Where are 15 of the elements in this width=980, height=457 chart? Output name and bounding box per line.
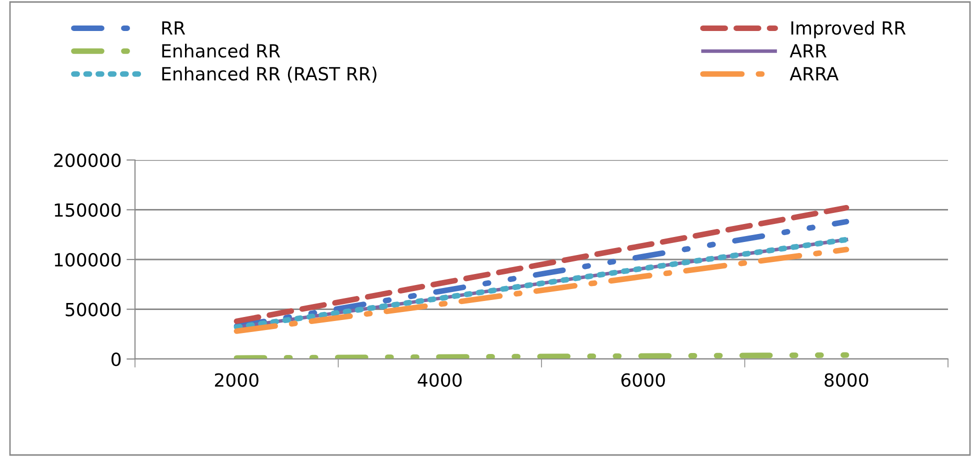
y-tick-label: 0 (112, 352, 121, 366)
legend-label: Enhanced RR (162, 44, 280, 58)
y-tick-label: 150000 (54, 203, 121, 217)
legend-label: ARR (790, 44, 827, 58)
x-tick-label: 4000 (418, 373, 462, 387)
legend-label: RR (162, 21, 186, 35)
y-tick-label: 200000 (54, 153, 121, 168)
y-tick-label: 100000 (54, 252, 121, 267)
legend-label: Improved RR (791, 20, 906, 38)
y-tick-label: 50000 (66, 302, 121, 316)
legend-label: Enhanced RR (RAST RR) (162, 66, 376, 83)
x-tick-label: 6000 (621, 373, 665, 387)
x-tick-label: 2000 (214, 373, 258, 387)
legend-label: ARRA (790, 67, 839, 80)
x-tick-label: 8000 (824, 373, 868, 387)
